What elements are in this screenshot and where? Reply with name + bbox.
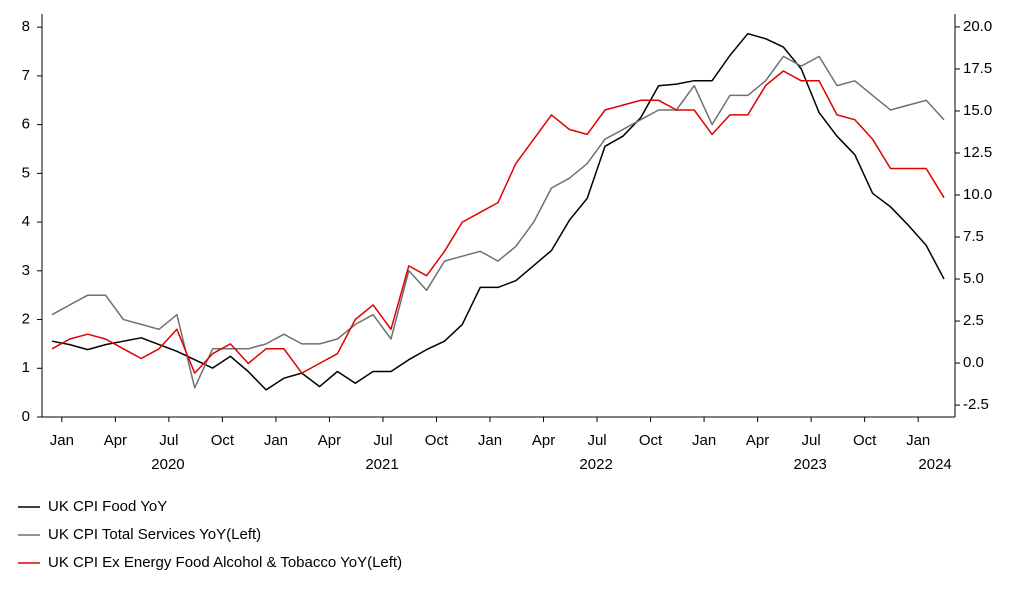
x-tick-label: Jul — [373, 432, 392, 449]
x-tick-label: Apr — [104, 432, 127, 449]
x-tick-label: Apr — [746, 432, 769, 449]
y-tick-label: 5 — [22, 164, 30, 181]
y2-tick-label: 5.0 — [963, 270, 984, 287]
series-line — [51, 70, 945, 374]
x-tick-label: Jul — [159, 432, 178, 449]
legend-label: UK CPI Ex Energy Food Alcohol & Tobacco … — [48, 554, 402, 571]
x-tick-label: Jul — [587, 432, 606, 449]
x-tick-label: Oct — [211, 432, 235, 449]
series-line — [51, 32, 945, 391]
y-tick-label: 6 — [22, 116, 30, 133]
y2-tick-label: 17.5 — [963, 60, 992, 77]
year-label: 2024 — [918, 456, 951, 473]
year-label: 2021 — [365, 456, 398, 473]
y2-tick-label: 15.0 — [963, 102, 992, 119]
y2-tick-label: -2.5 — [963, 396, 989, 413]
x-tick-label: Jan — [906, 432, 930, 449]
y2-tick-label: 0.0 — [963, 354, 984, 371]
y-tick-label: 1 — [22, 359, 30, 376]
y2-tick-label: 7.5 — [963, 228, 984, 245]
x-tick-label: Apr — [532, 432, 555, 449]
x-tick-label: Apr — [318, 432, 341, 449]
x-tick-label: Jul — [802, 432, 821, 449]
x-tick-label: Oct — [425, 432, 449, 449]
year-label: 2022 — [579, 456, 612, 473]
year-label: 2023 — [794, 456, 827, 473]
y-tick-label: 8 — [22, 18, 30, 35]
x-tick-label: Oct — [853, 432, 877, 449]
y-tick-label: 3 — [22, 262, 30, 279]
y2-tick-label: 10.0 — [963, 186, 992, 203]
x-tick-label: Jan — [692, 432, 716, 449]
y-tick-label: 4 — [22, 213, 30, 230]
legend-label: UK CPI Food YoY — [48, 498, 167, 515]
series-line — [51, 55, 945, 389]
x-tick-label: Jan — [478, 432, 502, 449]
y-tick-label: 0 — [22, 408, 30, 425]
y2-tick-label: 2.5 — [963, 312, 984, 329]
y-tick-label: 7 — [22, 67, 30, 84]
x-tick-label: Jan — [50, 432, 74, 449]
y-tick-label: 2 — [22, 311, 30, 328]
x-tick-label: Jan — [264, 432, 288, 449]
y2-tick-label: 12.5 — [963, 144, 992, 161]
legend-label: UK CPI Total Services YoY(Left) — [48, 526, 261, 543]
year-label: 2020 — [151, 456, 184, 473]
y2-tick-label: 20.0 — [963, 18, 992, 35]
x-tick-label: Oct — [639, 432, 663, 449]
